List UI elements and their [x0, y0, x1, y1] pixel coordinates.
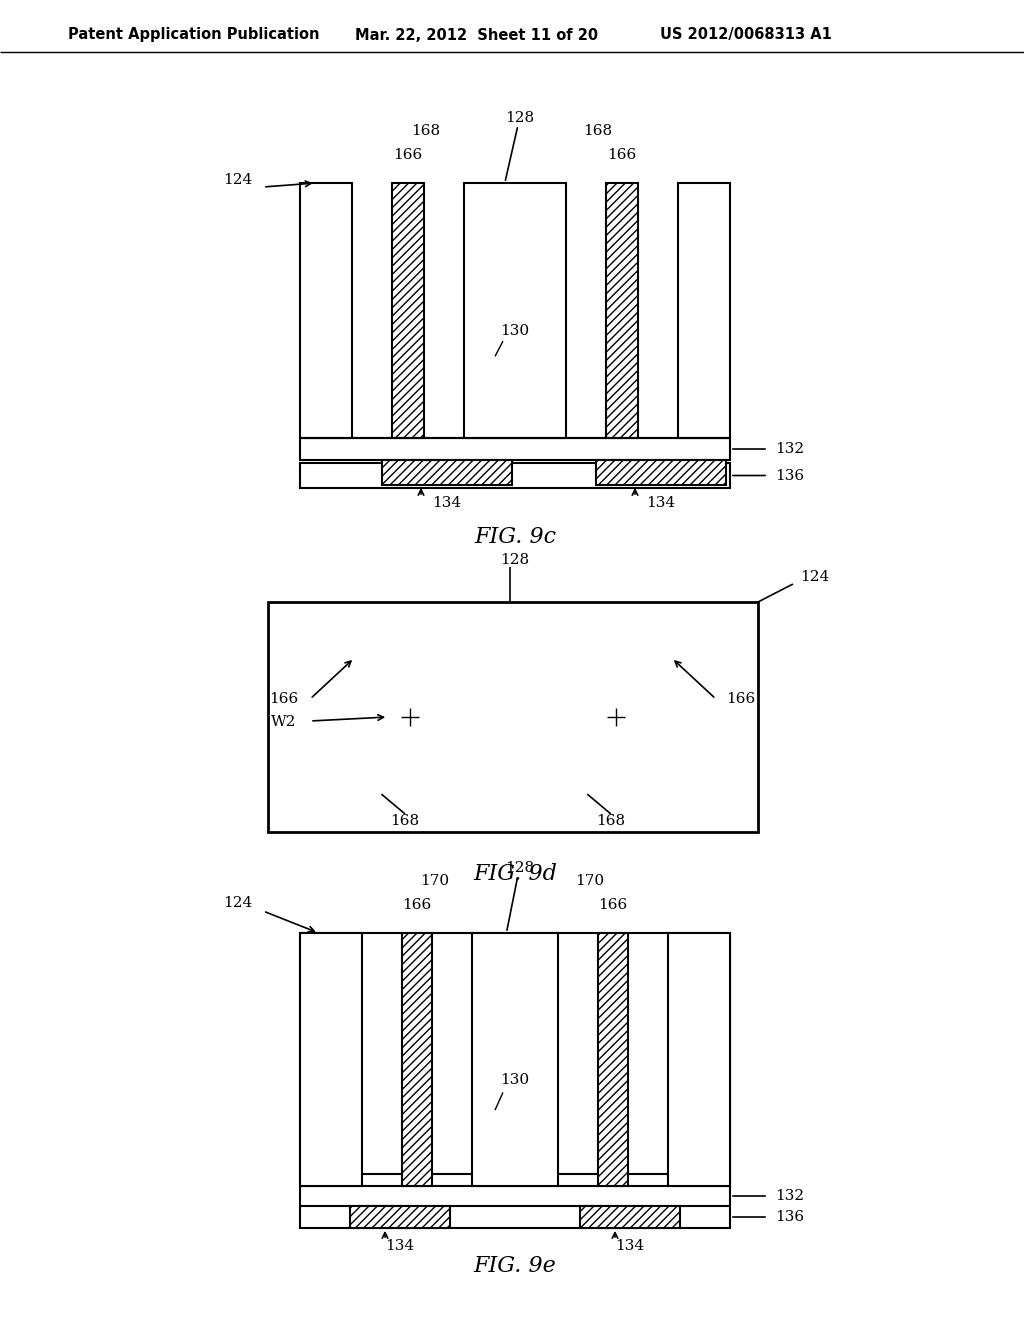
Text: 130: 130	[501, 323, 529, 338]
Bar	[678, 183, 730, 438]
Text: 166: 166	[402, 898, 432, 912]
Text: 166: 166	[726, 692, 755, 706]
Bar	[606, 183, 638, 438]
Bar	[300, 933, 730, 1228]
Text: 136: 136	[775, 469, 804, 483]
Text: 168: 168	[390, 814, 420, 828]
Text: 134: 134	[432, 496, 462, 510]
Text: 170: 170	[575, 874, 604, 888]
Bar	[350, 1206, 450, 1228]
Text: 128: 128	[506, 861, 535, 875]
Bar	[268, 602, 758, 832]
Text: 166: 166	[607, 148, 637, 162]
Bar	[596, 459, 726, 484]
Text: 166: 166	[269, 692, 298, 706]
Text: 136: 136	[775, 1210, 804, 1224]
Text: 134: 134	[646, 496, 676, 510]
Text: 170: 170	[421, 874, 450, 888]
Text: 128: 128	[506, 111, 535, 125]
Bar	[402, 933, 432, 1185]
Text: Mar. 22, 2012  Sheet 11 of 20: Mar. 22, 2012 Sheet 11 of 20	[355, 28, 598, 42]
Text: 168: 168	[584, 124, 612, 139]
Text: 132: 132	[775, 1189, 804, 1203]
Text: 168: 168	[412, 124, 440, 139]
Bar	[472, 933, 558, 1185]
Text: FIG. 9d: FIG. 9d	[473, 863, 557, 884]
Bar	[668, 933, 730, 1185]
Text: 124: 124	[800, 570, 829, 583]
Text: 128: 128	[501, 553, 529, 568]
Text: 124: 124	[223, 173, 252, 187]
Text: 134: 134	[615, 1239, 644, 1253]
Bar	[392, 183, 424, 438]
Bar	[382, 459, 512, 484]
Text: FIG. 9c: FIG. 9c	[474, 525, 556, 548]
Text: 166: 166	[598, 898, 628, 912]
Bar	[300, 183, 352, 438]
Text: US 2012/0068313 A1: US 2012/0068313 A1	[660, 28, 831, 42]
Bar	[300, 438, 730, 459]
Bar	[598, 933, 628, 1185]
Text: Patent Application Publication: Patent Application Publication	[68, 28, 319, 42]
Text: FIG. 9e: FIG. 9e	[474, 1255, 556, 1276]
Text: W2: W2	[270, 715, 296, 729]
Text: 132: 132	[775, 442, 804, 455]
Text: 130: 130	[501, 1073, 529, 1086]
Bar	[300, 463, 730, 488]
Text: 168: 168	[596, 814, 626, 828]
Bar	[300, 933, 362, 1185]
Text: 166: 166	[393, 148, 423, 162]
Bar	[464, 183, 566, 438]
Text: 124: 124	[223, 896, 252, 909]
Bar	[580, 1206, 680, 1228]
Text: 134: 134	[385, 1239, 415, 1253]
